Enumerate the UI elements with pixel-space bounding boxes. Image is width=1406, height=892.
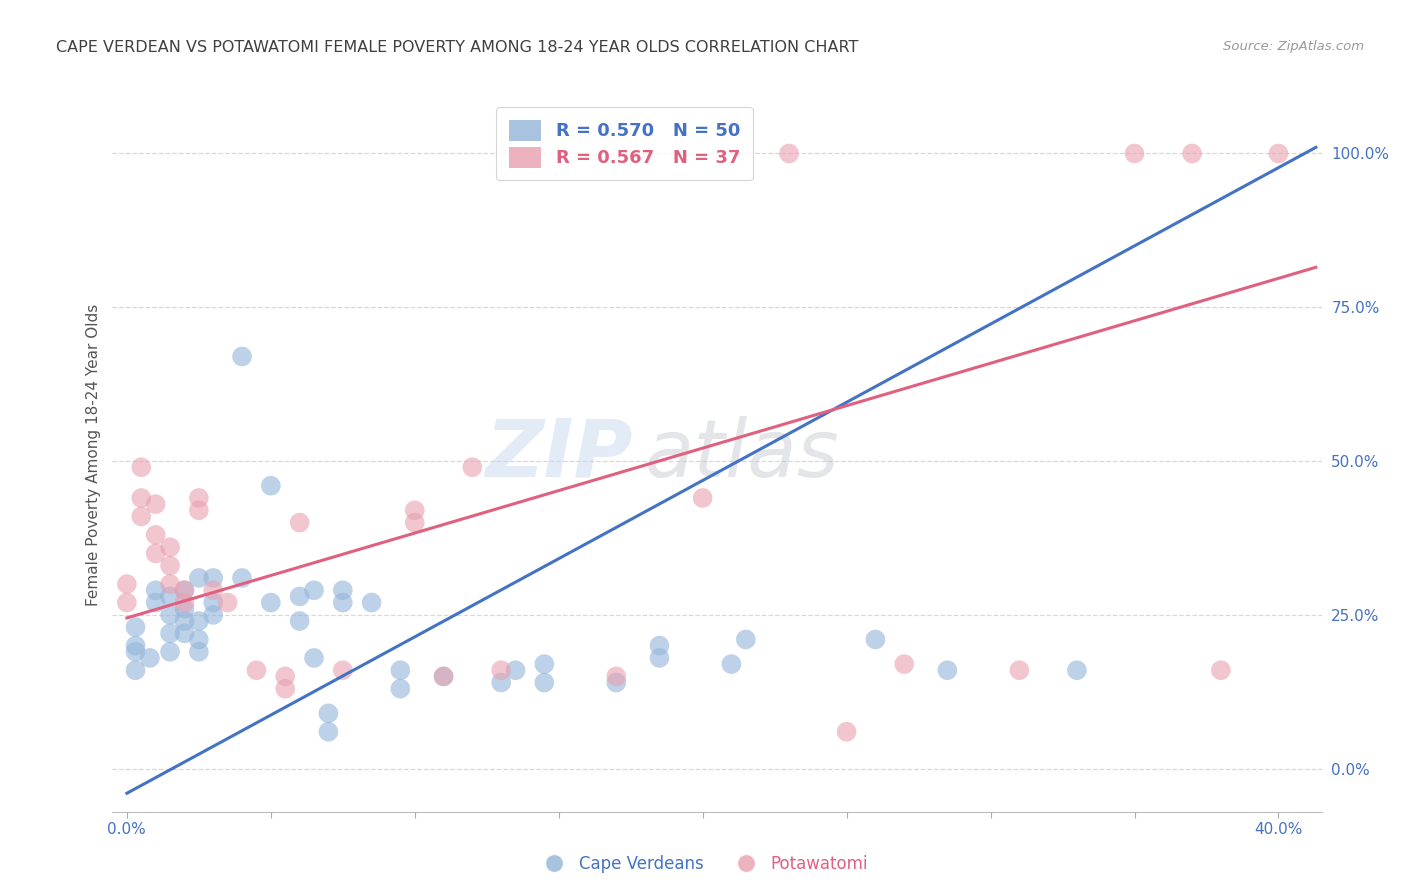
Text: atlas: atlas bbox=[644, 416, 839, 494]
Point bbox=[159, 577, 181, 591]
Point bbox=[432, 669, 454, 683]
Point bbox=[145, 528, 167, 542]
Point bbox=[404, 503, 426, 517]
Point bbox=[124, 663, 146, 677]
Point bbox=[173, 601, 195, 615]
Point bbox=[274, 669, 297, 683]
Point bbox=[432, 669, 454, 683]
Point bbox=[288, 614, 311, 628]
Point bbox=[332, 596, 354, 610]
Point bbox=[332, 583, 354, 598]
Point bbox=[245, 663, 267, 677]
Point bbox=[124, 639, 146, 653]
Point bbox=[461, 460, 484, 475]
Point bbox=[288, 590, 311, 604]
Point bbox=[129, 509, 152, 524]
Point bbox=[159, 626, 181, 640]
Point bbox=[145, 546, 167, 560]
Point bbox=[260, 596, 283, 610]
Point bbox=[187, 632, 209, 647]
Point bbox=[159, 540, 181, 554]
Point bbox=[288, 516, 311, 530]
Point bbox=[202, 583, 225, 598]
Point bbox=[1209, 663, 1232, 677]
Point bbox=[115, 596, 138, 610]
Point bbox=[404, 516, 426, 530]
Point bbox=[159, 590, 181, 604]
Point bbox=[187, 645, 209, 659]
Point bbox=[202, 607, 225, 622]
Legend: R = 0.570   N = 50, R = 0.567   N = 37: R = 0.570 N = 50, R = 0.567 N = 37 bbox=[496, 107, 754, 180]
Point bbox=[389, 663, 412, 677]
Point bbox=[302, 651, 325, 665]
Point bbox=[202, 571, 225, 585]
Point bbox=[648, 651, 671, 665]
Point bbox=[533, 675, 555, 690]
Text: Source: ZipAtlas.com: Source: ZipAtlas.com bbox=[1223, 40, 1364, 54]
Point bbox=[173, 583, 195, 598]
Point bbox=[129, 460, 152, 475]
Point bbox=[187, 571, 209, 585]
Point bbox=[139, 651, 162, 665]
Point bbox=[835, 724, 858, 739]
Point bbox=[129, 491, 152, 505]
Point bbox=[231, 571, 253, 585]
Point bbox=[605, 675, 627, 690]
Point bbox=[489, 675, 512, 690]
Point bbox=[936, 663, 959, 677]
Point bbox=[505, 663, 527, 677]
Point bbox=[217, 596, 239, 610]
Point bbox=[720, 657, 742, 671]
Point bbox=[1008, 663, 1031, 677]
Point bbox=[187, 614, 209, 628]
Point bbox=[1123, 146, 1146, 161]
Point bbox=[648, 639, 671, 653]
Point bbox=[318, 706, 340, 721]
Point bbox=[318, 724, 340, 739]
Point bbox=[173, 596, 195, 610]
Point bbox=[202, 596, 225, 610]
Point bbox=[302, 583, 325, 598]
Point bbox=[865, 632, 887, 647]
Point bbox=[489, 663, 512, 677]
Point bbox=[145, 583, 167, 598]
Point bbox=[893, 657, 915, 671]
Point bbox=[332, 663, 354, 677]
Point bbox=[360, 596, 382, 610]
Legend: Cape Verdeans, Potawatomi: Cape Verdeans, Potawatomi bbox=[531, 848, 875, 880]
Point bbox=[274, 681, 297, 696]
Point bbox=[124, 645, 146, 659]
Point bbox=[173, 626, 195, 640]
Text: CAPE VERDEAN VS POTAWATOMI FEMALE POVERTY AMONG 18-24 YEAR OLDS CORRELATION CHAR: CAPE VERDEAN VS POTAWATOMI FEMALE POVERT… bbox=[56, 40, 859, 55]
Point bbox=[778, 146, 800, 161]
Point bbox=[605, 669, 627, 683]
Point bbox=[159, 607, 181, 622]
Point bbox=[145, 596, 167, 610]
Point bbox=[159, 558, 181, 573]
Point bbox=[159, 645, 181, 659]
Point bbox=[173, 583, 195, 598]
Point bbox=[1066, 663, 1088, 677]
Point bbox=[187, 503, 209, 517]
Point bbox=[187, 491, 209, 505]
Point bbox=[734, 632, 756, 647]
Point bbox=[533, 657, 555, 671]
Text: ZIP: ZIP bbox=[485, 416, 633, 494]
Point bbox=[145, 497, 167, 511]
Point bbox=[231, 350, 253, 364]
Point bbox=[1181, 146, 1204, 161]
Point bbox=[692, 491, 714, 505]
Point bbox=[389, 681, 412, 696]
Point bbox=[260, 478, 283, 492]
Y-axis label: Female Poverty Among 18-24 Year Olds: Female Poverty Among 18-24 Year Olds bbox=[86, 304, 101, 606]
Point bbox=[115, 577, 138, 591]
Point bbox=[1267, 146, 1289, 161]
Point bbox=[124, 620, 146, 634]
Point bbox=[173, 614, 195, 628]
